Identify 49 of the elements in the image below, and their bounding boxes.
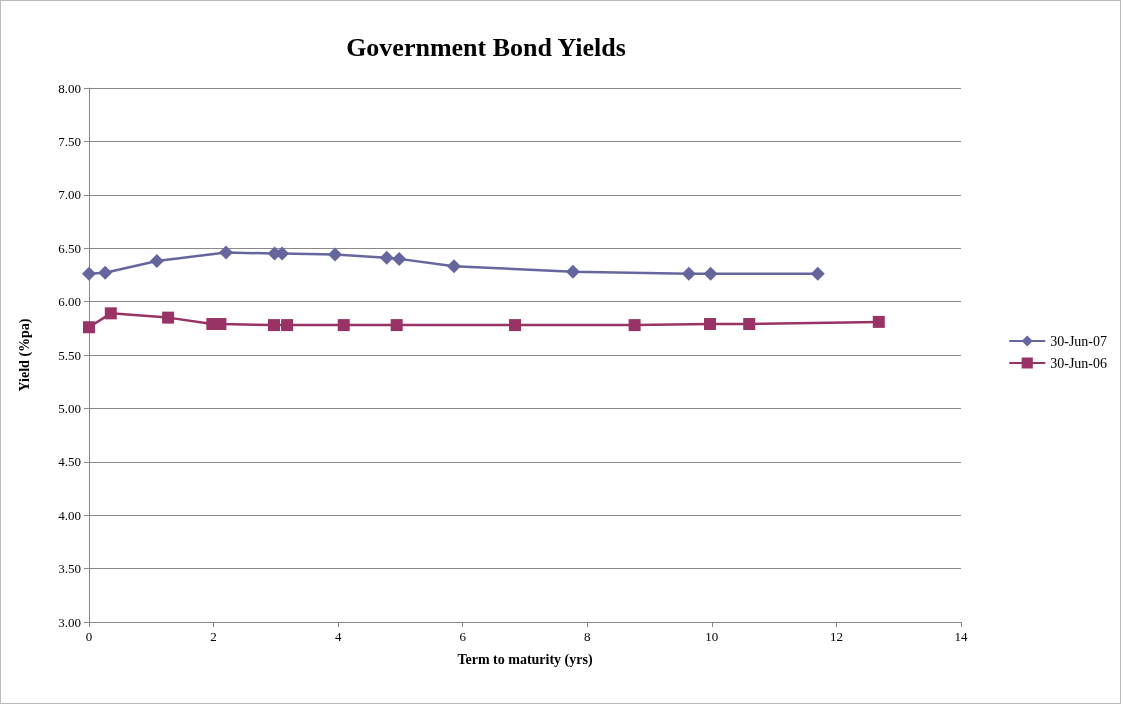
point	[390, 319, 403, 332]
point	[82, 266, 96, 281]
y-tick-label: 6.50	[58, 240, 81, 256]
point	[810, 266, 825, 281]
point	[337, 319, 350, 332]
chart-title: Government Bond Yields	[346, 32, 626, 62]
point	[872, 315, 885, 328]
y-axis-title: Yield (%pa)	[16, 318, 33, 392]
y-tick-label: 3.50	[58, 561, 81, 577]
x-axis-title: Term to maturity (yrs)	[457, 651, 593, 668]
y-tick-label: 4.00	[58, 507, 81, 523]
x-tick-label: 0	[85, 629, 93, 644]
x-tick-label: 6	[459, 629, 467, 644]
x-tick-label: 4	[334, 629, 342, 644]
point	[83, 321, 95, 334]
y-tick-label: 5.50	[58, 347, 81, 363]
point	[681, 266, 696, 281]
x-tick-label: 14	[954, 629, 968, 644]
point	[98, 265, 113, 280]
point	[149, 254, 164, 269]
y-tick-label: 6.00	[58, 294, 81, 310]
y-tick-label: 3.00	[58, 614, 81, 630]
x-tick-label: 8	[584, 629, 591, 644]
point	[162, 311, 175, 324]
point	[267, 319, 280, 332]
legend-label: 30-Jun-06	[1050, 355, 1108, 371]
point	[328, 247, 343, 262]
point	[446, 259, 461, 274]
point	[565, 264, 580, 279]
point	[743, 318, 756, 331]
point	[281, 319, 294, 332]
y-tick-label: 5.00	[58, 400, 81, 416]
x-tick-label: 2	[210, 629, 217, 644]
y-tick-label: 7.50	[58, 133, 81, 149]
point	[509, 319, 522, 332]
x-tick-label: 10	[705, 629, 719, 644]
point	[379, 250, 394, 265]
point	[219, 245, 234, 260]
point	[104, 307, 117, 320]
y-tick-label: 7.00	[58, 187, 81, 203]
point	[703, 318, 716, 331]
y-tick-label: 8.00	[58, 80, 81, 96]
legend-label: 30-Jun-07	[1050, 333, 1108, 349]
point	[628, 319, 641, 332]
point	[703, 266, 718, 281]
y-tick-label: 4.50	[58, 454, 81, 470]
point	[214, 318, 227, 331]
point	[392, 251, 407, 266]
x-tick-label: 12	[829, 629, 843, 644]
